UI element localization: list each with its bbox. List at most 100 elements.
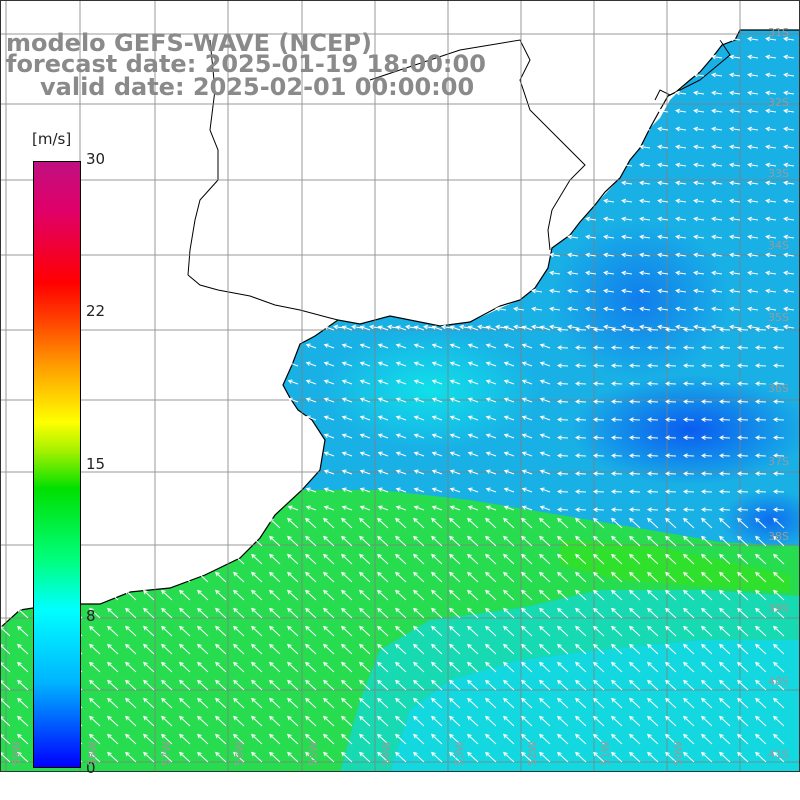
wind-arrow [682,589,695,601]
wind-arrow [160,679,173,691]
wind-arrow [693,144,705,150]
wind-arrow [88,607,101,619]
wind-arrow [16,625,29,637]
wind-arrow [538,535,551,547]
wind-arrow [322,661,335,673]
wind-arrow [484,697,497,709]
wind-arrow [628,571,641,583]
wind-arrow [693,270,705,276]
wind-arrow [736,715,749,727]
wind-arrow [287,361,299,367]
wind-arrow [502,733,515,745]
wind-arrow [376,715,389,727]
wind-arrow [142,715,155,727]
wind-arrow [503,361,515,367]
wind-arrow [729,36,741,42]
wind-arrow [484,517,497,529]
wind-arrow [377,379,389,385]
wind-arrow [754,363,767,369]
wind-arrow [520,625,533,637]
wind-arrow [448,589,461,601]
wind-arrow [449,505,461,511]
wind-arrow [502,589,515,601]
wind-arrow [664,715,677,727]
wind-arrow [430,697,443,709]
wind-arrow [574,435,587,441]
wind-arrow [736,607,749,619]
wind-arrow [765,54,777,60]
wind-arrow [466,643,479,655]
wind-arrow [675,144,687,150]
wind-arrow [160,697,173,709]
wind-arrow [268,697,281,709]
wind-arrow [430,751,443,763]
wind-arrow [765,216,777,222]
wind-arrow [765,306,777,312]
wind-arrow [628,327,641,333]
wind-arrow [610,363,623,369]
wind-arrow [675,306,687,312]
wind-arrow [754,453,767,459]
wind-arrow [675,270,687,276]
wind-arrow [664,697,677,709]
wind-arrow [783,36,795,42]
wind-arrow [556,589,569,601]
wind-arrow [124,679,137,691]
wind-arrow [592,507,605,513]
wind-arrow [430,625,443,637]
wind-arrow [747,162,759,168]
wind-arrow [340,607,353,619]
wind-arrow [729,144,741,150]
wind-arrow [729,288,741,294]
wind-arrow [340,751,353,763]
wind-arrow [754,399,767,405]
wind-arrow [503,451,515,457]
wind-arrow [664,345,677,351]
wind-arrow [556,363,569,369]
wind-arrow [585,288,597,294]
wind-arrow [484,715,497,727]
wind-arrow [574,625,587,637]
wind-arrow [754,697,767,709]
wind-arrow [448,643,461,655]
wind-arrow [693,108,705,114]
wind-arrow [657,324,669,330]
wind-arrow [718,589,731,601]
wind-arrow [521,325,533,331]
wind-arrow [377,361,389,367]
wind-arrow [765,234,777,240]
wind-arrow [376,589,389,601]
wind-arrow [556,751,569,763]
wind-arrow [772,733,785,745]
wind-arrow [646,589,659,601]
wind-arrows [0,36,795,763]
wind-arrow [675,162,687,168]
wind-arrow [466,589,479,601]
wind-arrow [322,589,335,601]
wind-arrow [359,397,371,403]
wind-arrow [377,415,389,421]
wind-arrow [359,343,371,349]
wind-arrow [369,324,381,330]
wind-arrow [323,469,335,475]
wind-arrow [646,733,659,745]
wind-arrow [160,625,173,637]
wind-arrow [664,607,677,619]
wind-arrow [412,571,425,583]
wind-arrow [592,345,605,351]
wind-arrow [574,399,587,405]
wind-arrow [772,435,785,441]
wind-arrow [603,216,615,222]
wind-arrow [718,643,731,655]
wind-arrow [783,180,795,186]
wind-arrow [322,517,335,529]
wind-arrow [682,417,695,423]
lat-label: 39S [768,602,789,615]
wind-arrow [646,643,659,655]
wind-arrow [556,607,569,619]
wind-arrow [718,345,731,351]
wind-arrow [675,180,687,186]
wind-arrow [484,643,497,655]
wind-arrow [395,343,407,349]
